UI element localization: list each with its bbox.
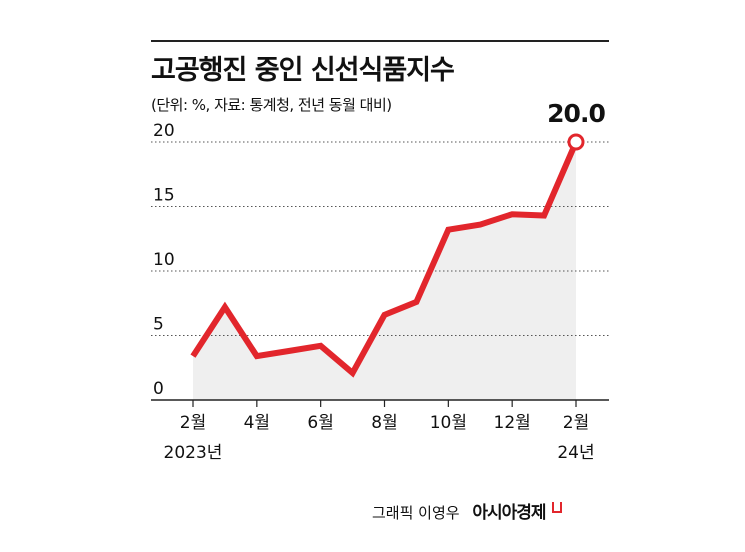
y-tick-label: 0	[153, 379, 164, 399]
x-tick-label: 12월	[494, 413, 531, 433]
x-tick-label: 2월	[563, 413, 589, 433]
x-tick-label: 4월	[244, 413, 270, 433]
credit-brand: 아시아경제	[472, 503, 546, 523]
top-rule	[151, 40, 609, 42]
x-tick-sublabel: 24년	[557, 443, 594, 463]
y-tick-label: 10	[153, 250, 175, 270]
data-label: 20.0	[547, 99, 605, 128]
brand-logo-icon	[552, 502, 563, 513]
data-point-marker	[567, 133, 585, 151]
credit-author: 그래픽 이영우	[372, 504, 460, 522]
series-line	[190, 140, 579, 378]
credit: 그래픽 이영우 아시아경제	[372, 498, 563, 523]
label-layer: 0 5 10 15 20 2월 2023년 4월 6월 8월 10월 12월 2월 24년 20.0	[153, 99, 606, 463]
y-tick-label: 5	[153, 315, 164, 335]
y-tick-label: 20	[153, 121, 175, 141]
x-tick-label: 6월	[307, 413, 333, 433]
x-tick-sublabel: 2023년	[164, 443, 223, 463]
line-layer	[190, 133, 585, 378]
chart-title: 고공행진 중인 신선식품지수	[151, 55, 455, 86]
chart-subtitle: (단위: %, 자료: 통계청, 전년 동월 대비)	[151, 96, 392, 114]
x-tick-label: 8월	[371, 413, 397, 433]
x-tick-label: 2월	[180, 413, 206, 433]
x-tick-label: 10월	[430, 413, 467, 433]
grid-layer	[151, 141, 609, 407]
y-tick-label: 15	[153, 186, 175, 206]
